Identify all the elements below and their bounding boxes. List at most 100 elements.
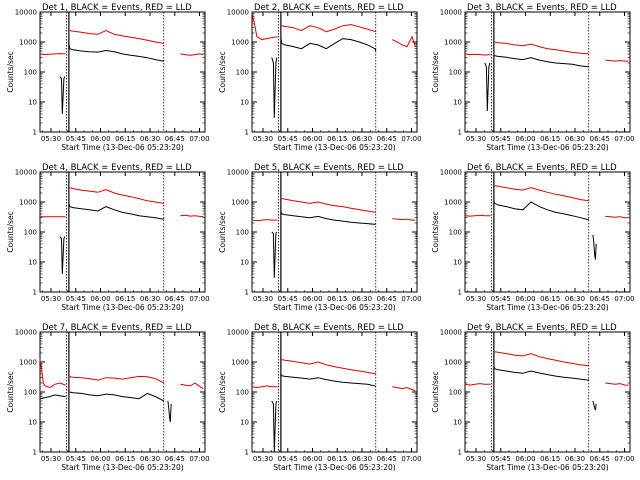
series-line-events [68, 203, 165, 220]
y-tick-label: 10 [240, 419, 249, 427]
x-tick-label: 05:45 [491, 135, 511, 143]
x-tick-label: 07:00 [189, 455, 209, 463]
x-tick-label: 06:00 [302, 135, 322, 143]
y-tick-label: 10 [28, 259, 37, 267]
x-tick-label: 05:45 [278, 455, 298, 463]
series-line-lld [251, 13, 278, 41]
series-line-events [592, 400, 597, 411]
y-tick-label: 10000 [15, 329, 37, 337]
x-axis-label: Start Time (13-Dec-06 05:23:20) [61, 463, 183, 472]
y-axis-label: Counts/sec [6, 211, 15, 252]
y-tick-label: 1000 [19, 39, 37, 47]
y-tick-label: 1000 [231, 199, 249, 207]
y-tick-label: 10000 [440, 9, 462, 17]
x-axis-label: Start Time (13-Dec-06 05:23:20) [486, 143, 608, 152]
x-tick-label: 06:00 [90, 135, 110, 143]
x-tick-label: 06:45 [590, 455, 610, 463]
x-tick-label: 06:00 [302, 295, 322, 303]
y-tick-label: 1000 [231, 359, 249, 367]
chart-panel-2: Det 2, BLACK = Events, RED = LLD 1 10 100 10… [218, 3, 422, 152]
y-tick-label: 100 [236, 229, 249, 237]
y-tick-label: 10 [240, 259, 249, 267]
series-line-lld [180, 53, 204, 56]
x-tick-label: 05:45 [66, 135, 86, 143]
chart-title: Det 8, BLACK = Events, RED = LLD [254, 323, 404, 333]
y-tick-label: 1 [245, 289, 249, 297]
series-line-events [69, 391, 165, 402]
x-tick-label: 06:45 [590, 295, 610, 303]
chart-panel-6: Det 6, BLACK = Events, RED = LLD 1 10 100 10… [431, 163, 635, 312]
plot-frame [39, 11, 206, 133]
y-tick-label: 100 [449, 69, 462, 77]
y-tick-label: 10000 [15, 9, 37, 17]
chart-title: Det 2, BLACK = Events, RED = LLD [254, 3, 404, 13]
series-line-events [280, 37, 377, 52]
series-line-lld [494, 185, 589, 202]
chart-panel-4: Det 4, BLACK = Events, RED = LLD 1 10 100 10… [6, 163, 210, 312]
x-tick-label: 06:45 [377, 295, 397, 303]
y-axis-label: Counts/sec [218, 371, 227, 412]
series-line-lld [464, 53, 491, 56]
y-tick-label: 1 [33, 449, 37, 457]
series-line-events [493, 201, 590, 221]
x-tick-label: 07:00 [401, 295, 421, 303]
series-line-lld [281, 24, 376, 33]
x-tick-label: 05:30 [466, 455, 486, 463]
plot-frame [251, 331, 418, 453]
y-tick-label: 1 [33, 129, 37, 137]
x-tick-label: 06:15 [115, 135, 135, 143]
y-axis-label: Counts/sec [431, 211, 440, 252]
series-line-lld [281, 359, 376, 375]
x-tick-label: 06:45 [165, 295, 185, 303]
x-axis-label: Start Time (13-Dec-06 05:23:20) [273, 143, 395, 152]
y-tick-label: 100 [24, 389, 37, 397]
y-tick-label: 1000 [19, 199, 37, 207]
x-tick-label: 06:15 [327, 135, 347, 143]
x-tick-label: 05:30 [466, 135, 486, 143]
y-tick-label: 1 [458, 289, 462, 297]
x-tick-label: 05:45 [278, 295, 298, 303]
chart-panel-1: Det 1, BLACK = Events, RED = LLD 1 10 100 10… [6, 3, 210, 152]
y-tick-label: 10000 [440, 329, 462, 337]
x-tick-label: 05:30 [253, 455, 273, 463]
y-tick-label: 1000 [444, 39, 462, 47]
y-tick-label: 100 [449, 229, 462, 237]
series-line-events [59, 236, 66, 274]
x-axis-label: Start Time (13-Dec-06 05:23:20) [61, 143, 183, 152]
y-tick-label: 1 [458, 449, 462, 457]
series-line-events [39, 394, 66, 400]
plot-frame [464, 171, 631, 293]
series-line-lld [605, 215, 629, 219]
y-tick-label: 1000 [19, 359, 37, 367]
chart-panel-8: Det 8, BLACK = Events, RED = LLD 1 10 100 10… [218, 323, 422, 472]
series-line-events [484, 62, 491, 112]
x-tick-label: 07:00 [614, 295, 634, 303]
y-tick-label: 10000 [227, 169, 249, 177]
y-tick-label: 10000 [227, 329, 249, 337]
y-tick-label: 100 [24, 69, 37, 77]
x-axis-label: Start Time (13-Dec-06 05:23:20) [61, 303, 183, 312]
y-tick-label: 10 [28, 99, 37, 107]
x-tick-label: 07:00 [189, 295, 209, 303]
series-line-events [271, 231, 278, 278]
x-tick-label: 06:15 [540, 295, 560, 303]
series-line-lld [251, 385, 278, 389]
y-axis-label: Counts/sec [6, 371, 15, 412]
chart-title: Det 1, BLACK = Events, RED = LLD [42, 3, 192, 13]
series-line-lld [180, 214, 204, 218]
plot-frame [251, 11, 418, 133]
x-tick-label: 06:15 [540, 135, 560, 143]
y-axis-label: Counts/sec [218, 51, 227, 92]
series-line-events [280, 373, 377, 388]
chart-title: Det 3, BLACK = Events, RED = LLD [467, 3, 617, 13]
x-tick-label: 07:00 [401, 455, 421, 463]
x-tick-label: 06:30 [140, 295, 160, 303]
series-line-lld [605, 59, 629, 62]
x-tick-label: 07:00 [189, 135, 209, 143]
plot-frame [464, 331, 631, 453]
y-tick-label: 1 [245, 449, 249, 457]
x-tick-label: 06:45 [165, 135, 185, 143]
chart-panel-5: Det 5, BLACK = Events, RED = LLD 1 10 100 10… [218, 163, 422, 312]
series-line-lld [69, 375, 165, 384]
x-tick-label: 06:45 [377, 135, 397, 143]
